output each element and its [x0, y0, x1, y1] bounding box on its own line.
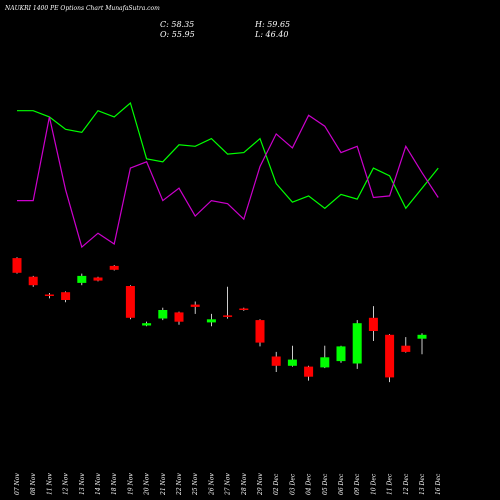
x-tick-label: 16 Dec [435, 473, 442, 495]
x-tick-label: 11 Dec [387, 473, 394, 495]
candle-body [368, 317, 378, 331]
candle-body [352, 323, 362, 364]
x-tick-label: 12 Nov [63, 473, 70, 495]
chart-title: NAUKRI 1400 PE Options Chart MunafaSutra… [5, 5, 160, 12]
x-tick-label: 14 Nov [95, 473, 102, 495]
x-tick-label: 21 Nov [160, 473, 167, 496]
candle-body [109, 265, 119, 270]
candle-body [223, 315, 233, 317]
x-tick-label: 02 Dec [273, 473, 280, 495]
x-tick-label: 19 Nov [127, 473, 134, 495]
candle-body [401, 345, 411, 352]
x-tick-label: 25 Nov [192, 473, 199, 496]
candle-body [287, 359, 297, 366]
x-tick-label: 22 Nov [176, 473, 183, 496]
x-tick-label: 13 Dec [419, 473, 426, 495]
x-tick-label: 08 Nov [30, 473, 37, 495]
x-tick-label: 06 Dec [338, 473, 345, 495]
x-tick-label: 11 Nov [46, 473, 53, 495]
candle-body [158, 310, 168, 319]
x-tick-label: 18 Nov [111, 473, 118, 495]
candle-body [206, 319, 216, 323]
candle-body [255, 320, 265, 343]
x-tick-label: 04 Dec [306, 473, 313, 495]
candle-body [142, 323, 152, 326]
candle-body [304, 366, 314, 377]
close-value: C: 58.35 [160, 20, 195, 29]
x-tick-label: 09 Dec [354, 473, 361, 495]
candle-body [93, 277, 103, 281]
x-tick-label: 26 Nov [208, 473, 215, 496]
candle-body [417, 334, 427, 339]
x-tick-label: 13 Nov [79, 473, 86, 495]
x-tick-label: 10 Dec [370, 473, 377, 495]
line-series-2 [17, 114, 439, 249]
x-tick-label: 27 Nov [225, 473, 232, 496]
x-tick-label: 07 Nov [14, 473, 21, 495]
candle-body [28, 276, 38, 286]
x-tick-label: 20 Nov [144, 473, 151, 496]
open-value: O: 55.95 [160, 30, 195, 39]
candle-body [385, 334, 395, 378]
candle-body [12, 258, 22, 273]
x-tick-label: 28 Nov [241, 473, 248, 496]
candle-body [320, 357, 330, 368]
candle-body [77, 275, 87, 283]
x-tick-label: 29 Nov [257, 473, 264, 496]
high-value: H: 59.65 [255, 20, 291, 29]
candle-body [190, 304, 200, 307]
candle-body [61, 292, 71, 300]
candle-body [239, 308, 249, 310]
candle-body [174, 312, 184, 322]
x-tick-label: 05 Dec [322, 473, 329, 495]
candle-body [125, 286, 135, 318]
low-value: L: 46.40 [255, 30, 289, 39]
line-series-1 [17, 101, 439, 210]
x-tick-label: 12 Dec [403, 473, 410, 495]
x-tick-label: 03 Dec [289, 473, 296, 495]
candle-body [336, 346, 346, 362]
candle-body [271, 356, 281, 366]
candle-body [44, 294, 54, 296]
